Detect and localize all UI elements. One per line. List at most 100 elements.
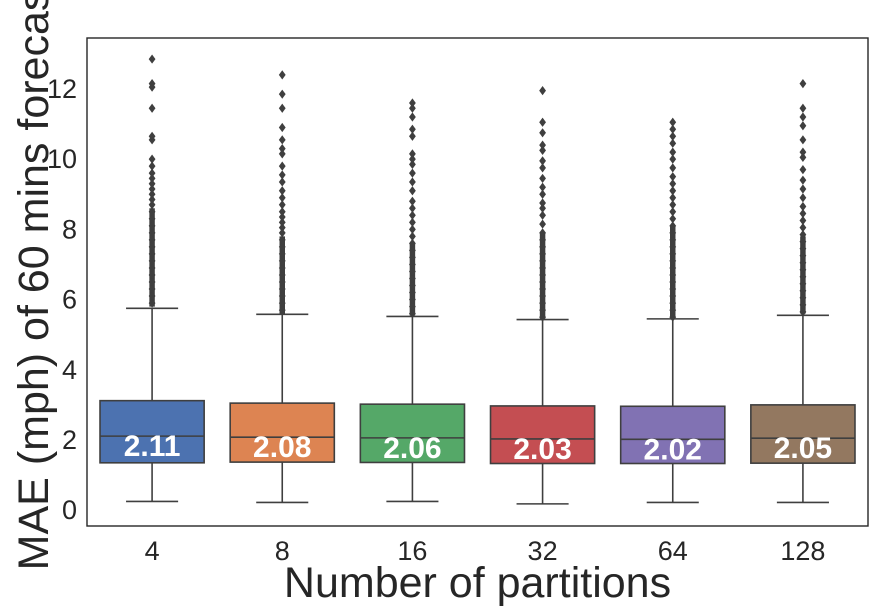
outlier-point: [148, 184, 156, 194]
outlier-point: [148, 242, 156, 252]
outlier-point: [669, 249, 677, 259]
outlier-point: [669, 186, 677, 196]
outlier-point: [669, 270, 677, 280]
outlier-point: [799, 279, 807, 289]
outlier-point: [799, 165, 807, 175]
outlier-point: [669, 277, 677, 287]
outlier-point: [409, 131, 416, 141]
outlier-point: [799, 147, 807, 157]
box-8: 2.08: [229, 70, 336, 504]
outlier-point: [148, 256, 156, 266]
outlier-point: [278, 186, 286, 196]
outlier-point: [539, 198, 546, 208]
outlier-point: [799, 222, 807, 233]
outlier-point: [278, 305, 286, 315]
outlier-point: [278, 122, 286, 133]
outlier-point: [409, 196, 416, 206]
outlier-point: [669, 228, 677, 238]
outlier-point: [539, 270, 546, 280]
outlier-point: [148, 249, 156, 259]
outlier-point: [278, 263, 286, 273]
outlier-point: [539, 298, 546, 308]
y-tick-label: 12: [47, 74, 77, 104]
median-value-label: 2.03: [513, 433, 571, 466]
outlier-point: [669, 117, 677, 127]
outlier-point: [278, 298, 286, 308]
plot-frame: [86, 37, 869, 527]
outlier-point: [409, 210, 416, 220]
outlier-point: [409, 308, 416, 319]
outlier-point: [539, 156, 546, 166]
x-tick-label: 32: [528, 536, 558, 566]
outlier-point: [799, 135, 807, 145]
outlier-point: [799, 286, 807, 296]
outlier-point: [409, 224, 416, 234]
outlier-point: [539, 189, 546, 199]
outlier-point: [539, 117, 546, 127]
outlier-point: [278, 193, 286, 203]
outlier-point: [278, 242, 286, 252]
outlier-point: [409, 159, 416, 169]
outlier-point: [409, 112, 416, 122]
outlier-point: [669, 242, 677, 252]
outlier-point: [669, 298, 677, 308]
outlier-point: [148, 161, 156, 171]
outlier-point: [148, 173, 156, 184]
outlier-point: [799, 272, 807, 282]
outlier-point: [278, 228, 286, 238]
outlier-point: [409, 245, 416, 256]
outlier-point: [409, 280, 416, 291]
outlier-point: [409, 259, 416, 270]
outlier-point: [669, 256, 677, 266]
outlier-point: [409, 294, 416, 305]
y-tick-label: 6: [62, 285, 77, 315]
outlier-point: [278, 291, 286, 301]
outlier-point: [409, 273, 416, 284]
box-iqr: [489, 405, 596, 465]
outlier-point: [539, 263, 546, 273]
median-value-label: 2.11: [124, 430, 181, 463]
outlier-point: [799, 193, 807, 203]
outlier-point: [799, 215, 807, 226]
outlier-point: [278, 270, 286, 280]
outlier-point: [539, 291, 546, 301]
x-axis-ticks: 4 8 16 32 64 128: [145, 536, 826, 566]
outlier-point: [409, 287, 416, 298]
box-64: 2.02: [619, 117, 726, 504]
outlier-point: [539, 182, 546, 192]
outlier-point: [799, 112, 807, 122]
outlier-point: [148, 214, 156, 224]
box-iqr: [229, 402, 336, 463]
median-value-label: 2.02: [644, 433, 702, 466]
outlier-point: [669, 179, 677, 189]
outlier-point: [669, 235, 677, 245]
box-iqr: [359, 403, 466, 464]
median-value-label: 2.05: [774, 432, 832, 465]
outlier-point: [539, 163, 546, 173]
outlier-point: [539, 256, 546, 266]
x-axis-title: Number of partitions: [284, 559, 671, 607]
box-32: 2.03: [489, 86, 596, 505]
outlier-point: [278, 222, 286, 233]
y-tick-label: 4: [62, 355, 77, 385]
outlier-point: [409, 266, 416, 277]
outlier-point: [669, 263, 677, 273]
outlier-point: [799, 244, 807, 254]
boxes-group: 2.11 2.08 2.06 2.03 2.02 2.05: [99, 54, 856, 505]
x-tick-label: 8: [275, 536, 290, 566]
outlier-point: [799, 237, 807, 247]
outlier-point: [278, 249, 286, 259]
outlier-point: [409, 124, 416, 134]
outlier-point: [148, 131, 156, 141]
outlier-point: [669, 305, 677, 315]
outlier-point: [278, 70, 286, 80]
y-tick-label: 2: [62, 425, 77, 455]
outlier-point: [148, 235, 156, 245]
outlier-point: [539, 228, 546, 238]
box-iqr: [750, 404, 856, 464]
outlier-point: [669, 221, 677, 231]
box-iqr: [99, 399, 205, 464]
outlier-point: [799, 121, 807, 131]
y-tick-label: 0: [62, 495, 77, 525]
